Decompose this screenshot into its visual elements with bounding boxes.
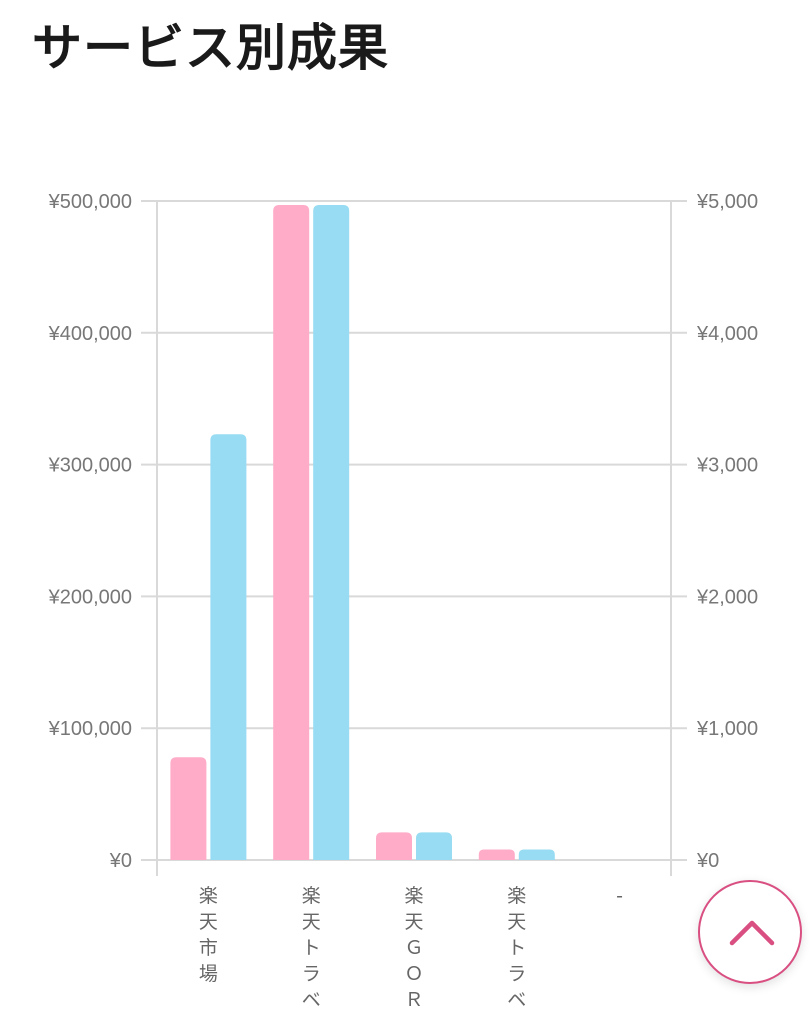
- scroll-to-top-button[interactable]: [698, 880, 802, 984]
- bar-blue-1[interactable]: [210, 434, 247, 860]
- left-tick-label: ¥400,000: [48, 323, 132, 345]
- category-label: 楽天ＧＯＲ…: [404, 885, 423, 1024]
- right-axis: ¥0 ¥1,000 ¥2,000 ¥3,000 ¥4,000 ¥5,000: [696, 191, 758, 872]
- bar-pink-1[interactable]: [170, 757, 207, 860]
- category-label: 楽天トラベ…: [302, 885, 321, 1024]
- left-tick-label: ¥500,000: [48, 191, 132, 213]
- chevron-up-icon: [729, 920, 775, 946]
- bar-pink-2[interactable]: [273, 204, 310, 861]
- page-title: サービス別成果: [32, 19, 389, 77]
- bar-pink-3[interactable]: [376, 832, 412, 860]
- left-tick-label: ¥200,000: [48, 586, 132, 608]
- left-tick-label: ¥0: [109, 850, 132, 872]
- bar-blue-4[interactable]: [518, 849, 555, 860]
- right-tick-label: ¥4,000: [696, 323, 758, 345]
- right-tick-label: ¥1,000: [696, 718, 758, 740]
- category-label: 楽天市場: [199, 885, 218, 985]
- right-tick-label: ¥5,000: [696, 191, 758, 213]
- right-tick-label: ¥0: [696, 850, 719, 872]
- category-label: -: [616, 885, 623, 907]
- right-tick-label: ¥3,000: [696, 455, 758, 477]
- chart-bars: [170, 204, 555, 861]
- left-tick-label: ¥100,000: [48, 718, 132, 740]
- left-axis: ¥0 ¥100,000 ¥200,000 ¥300,000 ¥400,000 ¥500,0…: [48, 191, 132, 872]
- bar-pink-4[interactable]: [478, 849, 515, 860]
- right-tick-label: ¥2,000: [696, 586, 758, 608]
- left-tick-label: ¥300,000: [48, 455, 132, 477]
- bar-blue-2[interactable]: [313, 204, 350, 861]
- bar-blue-3[interactable]: [416, 832, 452, 860]
- x-axis: 楽天市場 楽天トラベ… 楽天ＧＯＲ… 楽天トラベ… -: [199, 885, 623, 1024]
- category-label: 楽天トラベ…: [507, 885, 526, 1024]
